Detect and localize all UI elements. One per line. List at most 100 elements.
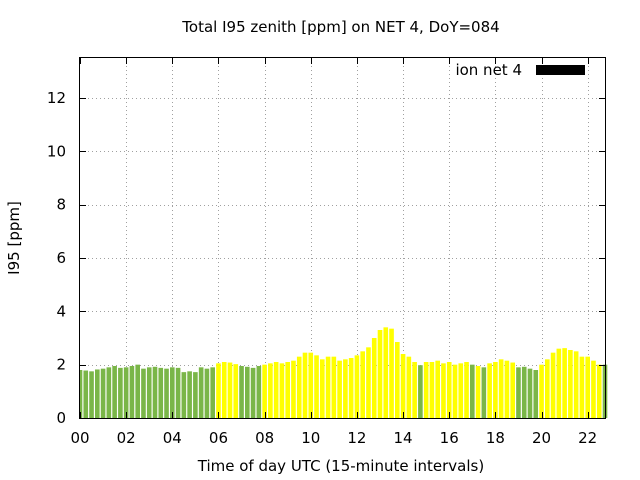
y-tick-label: 4 — [56, 302, 66, 320]
bar — [239, 366, 244, 418]
x-axis-label: Time of day UTC (15-minute intervals) — [197, 457, 484, 475]
bar — [487, 363, 492, 418]
y-tick-label: 8 — [56, 196, 66, 214]
bar — [112, 366, 117, 418]
bar — [458, 363, 464, 418]
bar — [556, 348, 562, 418]
bar — [493, 362, 498, 418]
bar — [146, 367, 152, 418]
bar — [296, 356, 302, 418]
y-tick-label: 6 — [56, 249, 66, 267]
grid-lines — [80, 58, 605, 418]
bar — [470, 364, 475, 418]
bar — [527, 368, 533, 418]
x-tick-label: 00 — [70, 429, 89, 447]
bar — [337, 360, 342, 418]
bar — [216, 363, 221, 418]
bar — [210, 367, 215, 418]
bar — [204, 368, 210, 418]
bar — [129, 366, 135, 418]
bar — [187, 371, 192, 418]
bar — [320, 359, 325, 418]
bar — [585, 356, 590, 418]
bar — [89, 371, 94, 418]
bar — [348, 358, 354, 418]
bar — [475, 366, 481, 418]
y-tick-label: 2 — [56, 356, 66, 374]
bar — [596, 364, 602, 418]
x-tick-label: 08 — [255, 429, 274, 447]
chart-title: Total I95 zenith [ppm] on NET 4, DoY=084 — [181, 18, 499, 36]
bar — [331, 356, 337, 418]
bar — [106, 367, 112, 418]
bar — [383, 327, 389, 418]
bar — [464, 362, 469, 418]
bar — [377, 330, 383, 418]
bar — [423, 362, 429, 418]
bar — [516, 367, 521, 418]
bar — [118, 367, 123, 418]
bar — [389, 328, 394, 418]
bar — [441, 363, 446, 418]
bar — [227, 362, 233, 418]
bar — [285, 362, 290, 418]
bar — [273, 362, 279, 418]
bar — [262, 364, 267, 418]
bar — [314, 355, 319, 418]
bar — [343, 359, 348, 418]
bar — [395, 342, 400, 418]
bar — [170, 367, 175, 418]
bar — [579, 356, 585, 418]
legend-swatch — [536, 65, 585, 75]
bar — [279, 363, 285, 418]
bar — [504, 360, 510, 418]
bar — [268, 363, 273, 418]
bar — [371, 338, 377, 418]
bar — [123, 367, 129, 418]
bar — [435, 360, 440, 418]
x-tick-label: 12 — [347, 429, 366, 447]
bar — [521, 366, 527, 418]
bar — [175, 367, 181, 418]
bar — [100, 368, 106, 418]
bar-series — [80, 327, 608, 418]
bar — [418, 365, 423, 418]
plot-frame — [79, 57, 606, 419]
x-tick-label: 06 — [209, 429, 228, 447]
bar — [545, 359, 550, 418]
bar — [429, 362, 435, 418]
x-tick-label: 22 — [578, 429, 597, 447]
bar — [80, 370, 83, 418]
x-tick-label: 10 — [301, 429, 320, 447]
bar — [233, 364, 239, 418]
bar — [141, 368, 146, 418]
y-tick-label: 12 — [47, 89, 66, 107]
bar — [446, 362, 452, 418]
bar — [164, 368, 169, 418]
y-tick-label: 0 — [56, 409, 66, 427]
bar — [360, 351, 365, 418]
bar — [158, 367, 164, 418]
bar — [366, 347, 371, 418]
bar — [591, 360, 596, 418]
bar — [95, 369, 100, 418]
legend: ion net 4 — [455, 61, 585, 79]
y-tick-label: 10 — [47, 142, 66, 160]
bar — [245, 366, 250, 418]
bar — [412, 362, 417, 418]
bar — [498, 359, 504, 418]
bar — [539, 364, 544, 418]
bar — [302, 352, 308, 418]
bar — [562, 348, 567, 418]
bar — [481, 367, 487, 418]
bar — [291, 360, 296, 418]
x-tick-label: 16 — [440, 429, 459, 447]
bar — [308, 352, 314, 418]
x-tick-label: 18 — [486, 429, 505, 447]
bar — [152, 366, 158, 418]
bar — [193, 372, 198, 418]
bar — [198, 367, 204, 418]
bar — [550, 352, 556, 418]
bar — [221, 362, 227, 418]
